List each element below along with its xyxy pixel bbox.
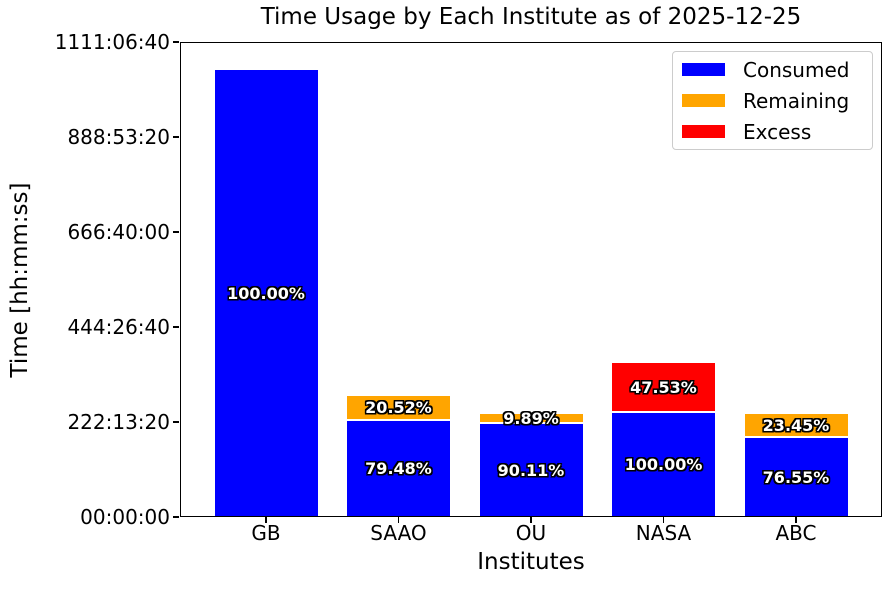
bar-percent-label: 79.48% — [365, 459, 432, 479]
x-tick-label-nasa: NASA — [635, 521, 692, 545]
y-tick-mark — [173, 41, 179, 43]
x-axis-label: Institutes — [477, 549, 585, 575]
legend-label-remaining: Remaining — [743, 88, 850, 113]
x-tick-label-ou: OU — [515, 521, 547, 545]
y-tick-label: 00:00:00 — [80, 505, 170, 529]
x-tick-label-gb: GB — [251, 521, 281, 545]
bar-percent-label: 100.00% — [227, 283, 305, 303]
bar-gb: 100.00% — [213, 69, 319, 517]
y-axis-label: Time [hh:mm:ss] — [7, 182, 33, 378]
y-tick-mark — [173, 136, 179, 138]
bar-percent-label: 100.00% — [624, 455, 703, 474]
x-tick-mark — [662, 517, 665, 523]
legend-row-remaining: Remaining — [682, 85, 872, 116]
bar-ou: 90.11% 9.89% — [478, 409, 584, 517]
bar-percent-label: 90.11% — [497, 460, 565, 480]
bar-segment-consumed-nasa: 100.00% — [611, 412, 716, 517]
legend-swatch-remaining — [682, 94, 725, 107]
x-tick-label-saao: SAAO — [370, 521, 427, 545]
y-tick-mark — [173, 231, 179, 233]
bar-percent-label: 76.55% — [762, 467, 830, 487]
y-tick-label: 222:13:20 — [67, 410, 170, 434]
legend-swatch-excess — [682, 125, 725, 138]
bar-segment-consumed-saao: 79.48% — [346, 420, 451, 517]
legend-row-excess: Excess — [682, 116, 872, 147]
bar-segment-consumed-gb: 100.00% — [213, 69, 319, 517]
y-tick-label: 1111:06:40 — [54, 30, 170, 54]
legend-row-consumed: Consumed — [682, 54, 872, 85]
bar-segment-consumed-ou: 90.11% — [478, 423, 584, 517]
legend-label-excess: Excess — [743, 119, 812, 144]
bar-segment-consumed-abc: 76.55% — [743, 437, 849, 517]
y-tick-label: 888:53:20 — [67, 125, 170, 149]
y-tick-label: 444:26:40 — [67, 315, 170, 339]
plot-area: 100.00% 79.48% 20.52% 90.11% 9.89% 100.00% 47.… — [180, 42, 882, 517]
bar-segment-remaining-ou: 9.89% — [478, 409, 584, 428]
legend-swatch-consumed — [682, 63, 725, 76]
x-tick-mark — [265, 517, 267, 523]
bar-percent-label: 20.52% — [365, 398, 432, 418]
bar-percent-label: 47.53% — [630, 377, 697, 397]
legend-label-consumed: Consumed — [743, 57, 850, 82]
legend: Consumed Remaining Excess — [672, 51, 873, 150]
bar-percent-label: 9.89% — [503, 408, 559, 428]
bar-percent-label: 23.45% — [762, 415, 830, 435]
bar-saao: 79.48% 20.52% — [346, 395, 451, 517]
y-tick-mark — [173, 326, 179, 328]
bar-abc: 76.55% 23.45% — [743, 413, 849, 517]
y-tick-mark — [173, 421, 179, 423]
x-tick-label-abc: ABC — [775, 521, 817, 545]
x-tick-mark — [530, 517, 532, 523]
chart-title: Time Usage by Each Institute as of 2025-… — [260, 4, 802, 30]
y-tick-mark — [173, 516, 179, 518]
x-tick-mark — [795, 517, 797, 523]
bar-segment-excess-nasa: 47.53% — [611, 362, 716, 413]
bar-segment-remaining-saao: 20.52% — [346, 395, 451, 421]
bar-segment-remaining-abc: 23.45% — [743, 413, 849, 438]
bar-nasa: 100.00% 47.53% — [611, 362, 716, 517]
y-tick-label: 666:40:00 — [67, 220, 170, 244]
x-tick-mark — [397, 517, 400, 523]
